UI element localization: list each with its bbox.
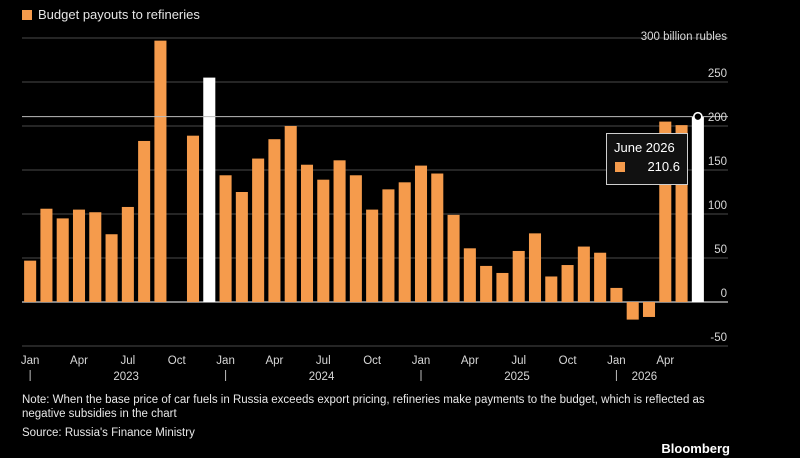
bar[interactable]: [366, 209, 379, 302]
bars: [22, 40, 728, 320]
bar[interactable]: [300, 164, 314, 302]
bar[interactable]: [414, 165, 428, 302]
bar[interactable]: [24, 260, 37, 302]
bar[interactable]: [496, 272, 509, 302]
x-tick-label: Oct: [363, 355, 382, 367]
tooltip-title: June 2026: [614, 140, 675, 155]
x-tick-label: Jul: [511, 355, 526, 367]
y-tick-label: 50: [714, 244, 727, 256]
bar[interactable]: [252, 158, 265, 302]
y-axis-ticks: -50 0 50 100 150 200 250: [708, 68, 727, 344]
y-tick-label: -50: [710, 332, 727, 344]
bar-highlighted[interactable]: [203, 77, 216, 302]
chart-source: Source: Russia's Finance Ministry: [22, 427, 195, 439]
bar[interactable]: [610, 287, 623, 302]
bar-chart: -50 0 50 100 150 200 250 Jan Apr Jul Oct Jan Apr Jul…: [21, 31, 728, 383]
x-tick-label: Oct: [559, 355, 578, 367]
x-tick-label: Apr: [70, 355, 88, 367]
chart-note: Note: When the base price of car fuels i…: [22, 394, 705, 420]
bar[interactable]: [72, 209, 86, 302]
y-tick-label: 100: [708, 200, 727, 212]
legend-label: Budget payouts to refineries: [38, 7, 200, 22]
bloomberg-logo: Bloomberg: [661, 441, 730, 456]
bar[interactable]: [317, 179, 330, 302]
x-tick-label: Jan: [21, 355, 40, 367]
bar[interactable]: [349, 175, 362, 302]
bar[interactable]: [463, 248, 476, 302]
x-tick-label: Jan: [412, 355, 431, 367]
bar[interactable]: [56, 218, 69, 302]
bar-highlighted[interactable]: [691, 116, 704, 302]
year-label: 2024: [309, 371, 335, 383]
bar[interactable]: [626, 302, 639, 320]
year-label: 2026: [632, 371, 658, 383]
bar[interactable]: [545, 276, 558, 302]
bar[interactable]: [528, 233, 542, 302]
hover-point: [693, 111, 703, 122]
tooltip-value: 210.6: [647, 159, 680, 174]
bar[interactable]: [561, 265, 574, 302]
x-tick-label: Jan: [607, 355, 626, 367]
legend-swatch: [22, 9, 32, 20]
bar[interactable]: [105, 234, 118, 302]
x-tick-label: Apr: [265, 355, 283, 367]
x-tick-label: Apr: [461, 355, 479, 367]
bar[interactable]: [121, 206, 134, 302]
bar[interactable]: [333, 160, 346, 302]
bar[interactable]: [235, 192, 248, 302]
bar[interactable]: [577, 246, 590, 302]
bar[interactable]: [642, 302, 656, 317]
bar[interactable]: [219, 175, 232, 302]
bar[interactable]: [138, 140, 151, 302]
bar[interactable]: [382, 189, 395, 302]
y-tick-label: 200: [708, 112, 727, 124]
y-tick-label: 250: [708, 68, 727, 80]
bar[interactable]: [594, 252, 607, 302]
y-tick-label: 150: [708, 156, 727, 168]
x-tick-label: Jul: [121, 355, 136, 367]
bar[interactable]: [154, 40, 167, 302]
bar[interactable]: [512, 250, 525, 302]
year-label: 2023: [113, 371, 139, 383]
x-tick-label: Jul: [316, 355, 331, 367]
tooltip-swatch: [615, 162, 625, 172]
y-axis-unit-label: 300 billion rubles: [641, 31, 728, 43]
bar[interactable]: [89, 212, 102, 302]
year-label: 2025: [504, 371, 530, 383]
x-tick-label: Apr: [656, 355, 674, 367]
x-axis-ticks: Jan Apr Jul Oct Jan Apr Jul Oct Jan Apr Jul Oct Jan A…: [21, 355, 675, 383]
chart-legend: Budget payouts to refineries: [22, 7, 200, 22]
y-tick-label: 0: [721, 288, 727, 300]
bar[interactable]: [284, 126, 297, 302]
bar[interactable]: [480, 265, 493, 302]
x-tick-label: Jan: [216, 355, 235, 367]
bar[interactable]: [447, 214, 460, 302]
bar[interactable]: [431, 173, 444, 302]
bar[interactable]: [186, 135, 200, 302]
tooltip: June 2026 210.6: [606, 133, 688, 185]
bar[interactable]: [268, 139, 281, 302]
x-tick-label: Oct: [168, 355, 187, 367]
bar[interactable]: [398, 182, 411, 302]
bar[interactable]: [40, 208, 53, 302]
